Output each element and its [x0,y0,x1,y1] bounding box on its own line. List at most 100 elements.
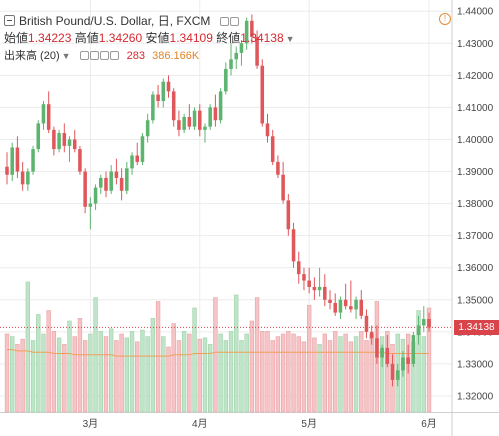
volume-bar [4,333,10,413]
candle-body [213,107,218,121]
candle-body [317,286,322,291]
volume-ma-value: 386.166K [152,50,200,62]
candle-body [171,91,176,121]
candle-body [151,94,155,121]
candle-body [114,171,119,178]
low-value: 1.34109 [169,31,213,45]
candle-body [234,52,239,60]
volume-bar [416,310,421,413]
volume-bar [218,333,223,413]
candle-body [119,177,124,191]
volume-bar [51,331,57,413]
volume-bar [192,307,197,413]
volume-value: 283 [126,50,146,62]
candle-body [354,299,358,310]
volume-ma-line [7,349,429,357]
close-label: 終値 [216,31,241,45]
candle-body [291,229,296,262]
dropdown-arrow-icon[interactable]: ▼ [285,34,295,44]
volume-bar [254,297,260,413]
volume-bar [36,314,41,413]
candle-body [281,174,285,201]
settings-icon[interactable] [219,17,229,26]
volume-bar [103,336,109,413]
volume-bar [296,336,301,413]
candle-body [359,299,364,316]
volume-bar [275,336,281,413]
candle-body [239,43,244,53]
candle-body [270,136,275,162]
candle-body [218,91,223,121]
volume-close-icon[interactable] [109,51,119,60]
volume-dropdown-icon[interactable]: ▼ [61,51,71,61]
last-price-label: 1.34138 [454,319,499,335]
high-value: 1.34260 [98,31,143,45]
volume-bar [20,338,25,413]
candle-body [5,166,9,175]
volume-bar [208,344,213,413]
candle-body [244,20,249,44]
high-label: 高値 [74,31,99,45]
volume-bar [270,340,275,413]
candle-body [328,299,332,303]
open-value: 1.34223 [28,31,72,45]
volume-bar [291,333,296,413]
candle-body [109,171,113,191]
candle-body [401,357,405,371]
candle-body [20,171,25,185]
volume-bar [140,329,145,413]
candle-body [286,200,291,230]
price-tick-label: 1.39000 [457,167,494,178]
volume-bar [327,340,333,413]
candle-body [208,107,212,127]
volume-bar [379,336,385,413]
volume-bar [30,340,36,413]
candle-body [104,177,108,191]
candle-body [78,149,82,172]
collapse-icon[interactable] [4,15,15,26]
volume-bar [109,328,114,413]
volume-visibility-icon[interactable] [89,51,99,60]
candle-body [364,315,369,332]
volume-bar [15,344,20,413]
volume-bar [25,281,31,413]
date-tick-label: 5月 [301,418,317,430]
price-tick-label: 1.32000 [457,391,494,402]
price-tick-label: 1.40000 [457,135,494,146]
volume-bar [286,331,291,413]
candle-body [307,280,311,287]
volume-bar [161,336,166,413]
volume-bar [202,337,208,413]
candle-body [156,94,160,101]
candle-body [333,302,337,313]
candle-body [72,139,77,150]
volume-more-icon[interactable] [99,51,109,60]
volume-bar [301,341,307,413]
volume-bar [338,336,343,413]
info-icon[interactable]: ! [439,13,451,25]
candle-body [229,59,233,69]
volume-bar [67,320,72,413]
visibility-icon[interactable] [229,17,239,26]
candle-body [411,335,416,364]
volume-bar [77,318,83,413]
candle-body [323,286,327,300]
price-tick-label: 1.41000 [457,103,494,114]
candle-body [385,347,390,364]
volume-settings-icon[interactable] [79,51,89,60]
candle-body [41,104,46,124]
volume-bar [343,333,348,413]
candle-body [166,81,171,92]
volume-bar [155,301,161,413]
candle-body [135,155,140,162]
price-tick-label: 1.35000 [457,295,494,306]
volume-bar [176,340,182,413]
volume-bar [10,336,15,413]
volume-bar [369,333,374,413]
candle-body [302,274,306,281]
candle-body [130,155,134,169]
volume-bar [72,336,77,413]
symbol-title: British Pound/U.S. Dollar, 日, FXCM [19,14,211,28]
candle-body [312,286,317,291]
